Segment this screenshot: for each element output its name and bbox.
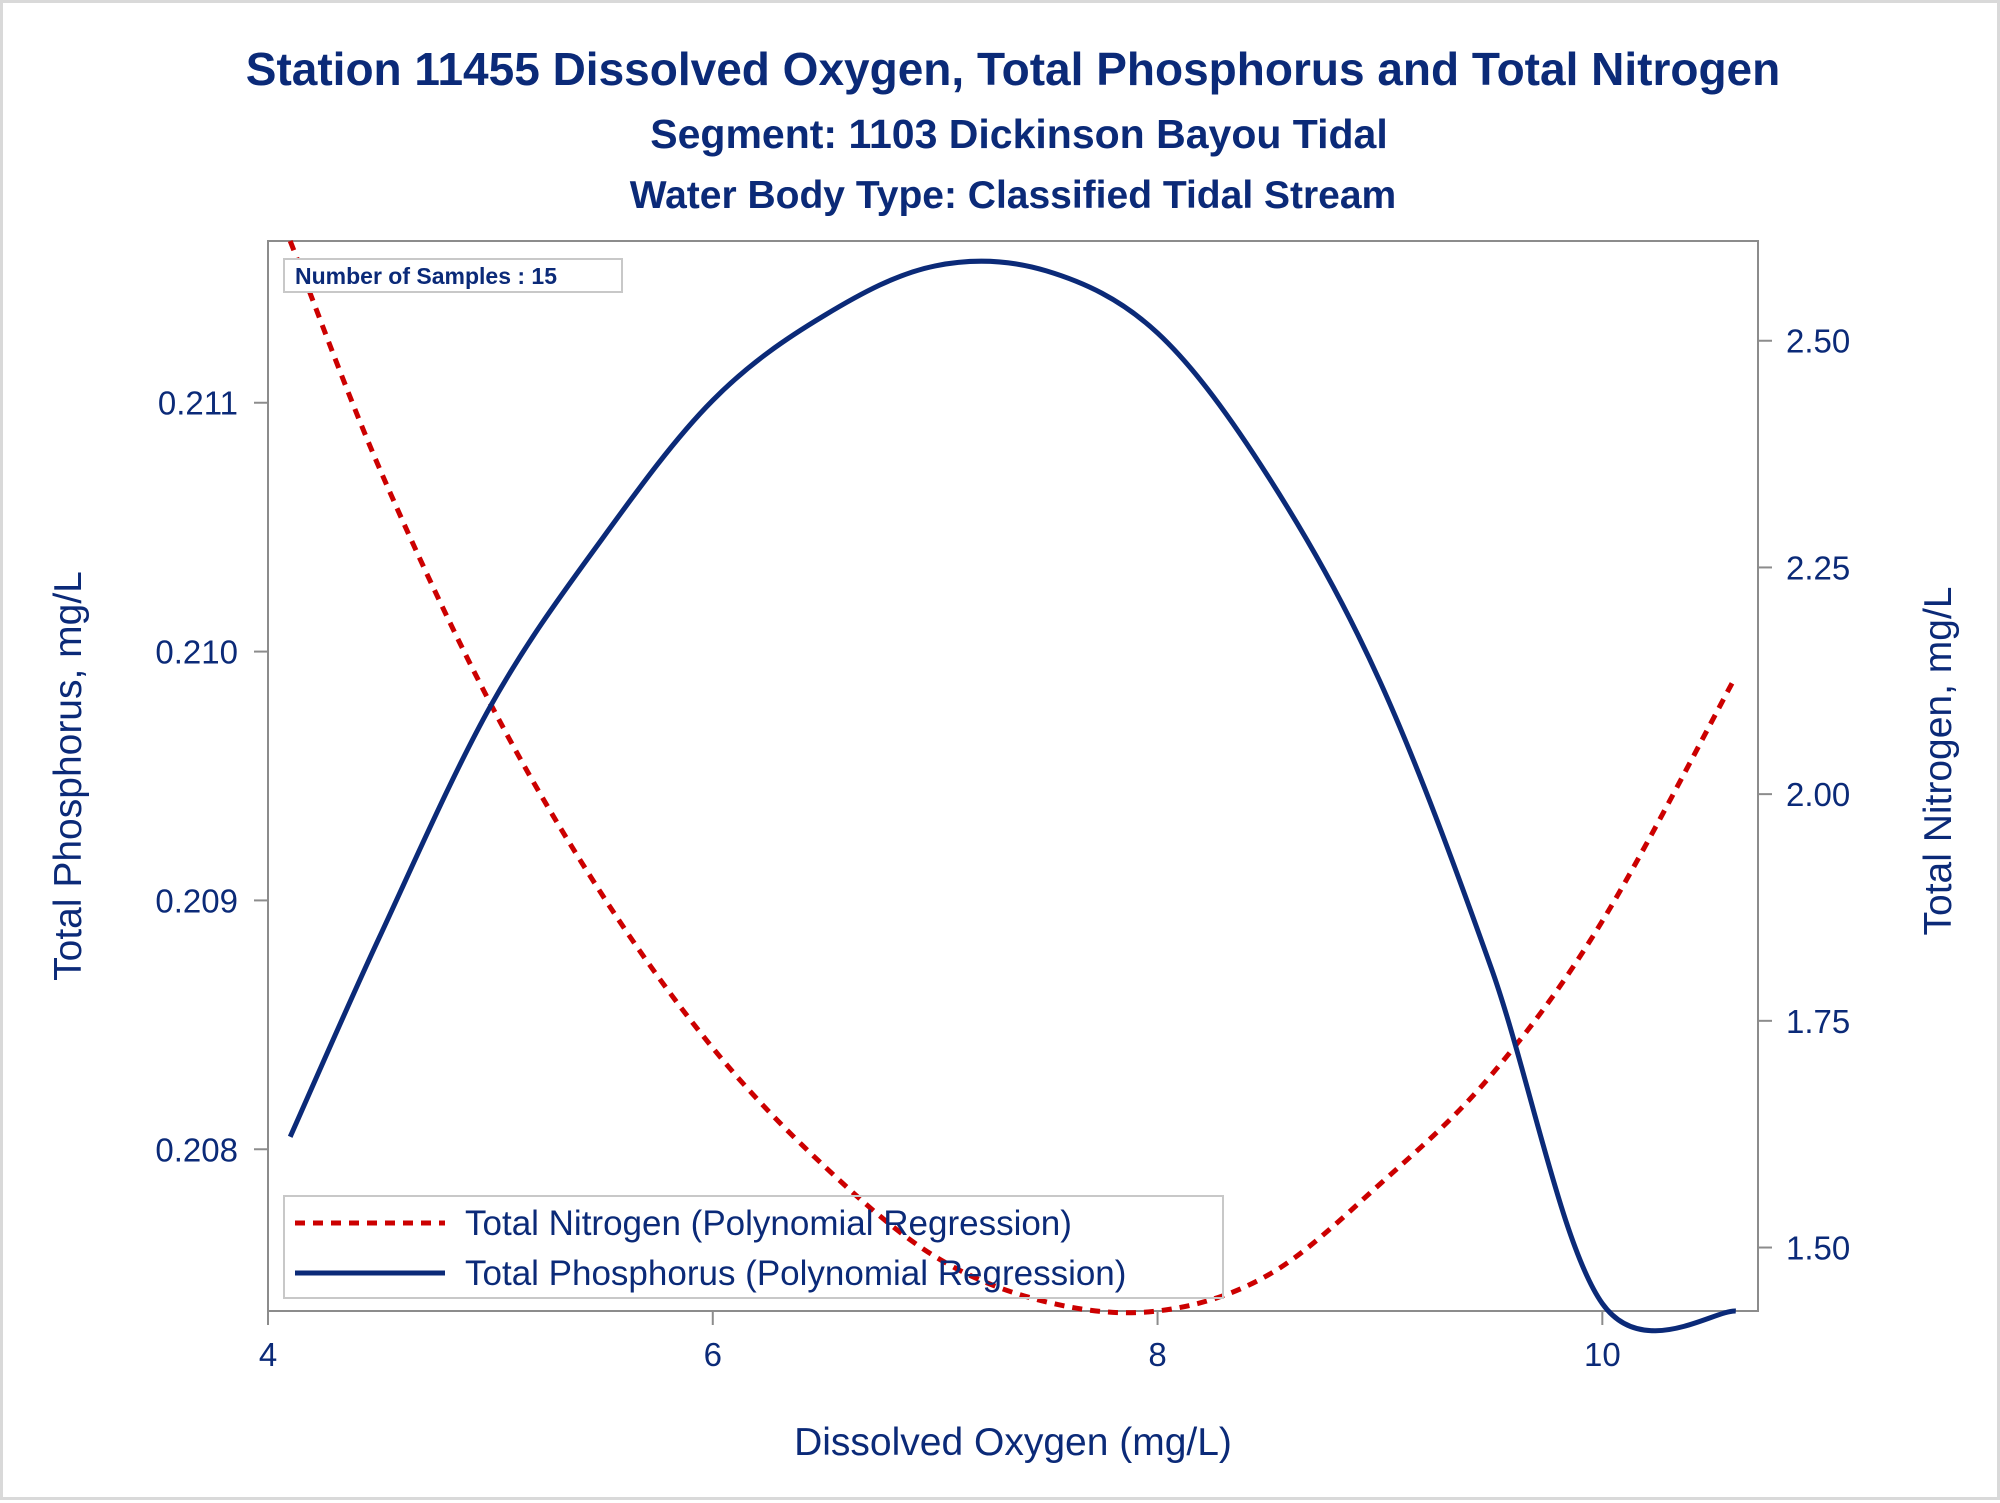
y-right-axis-label: Total Nitrogen, mg/L [1917, 586, 1960, 935]
plot-area [267, 240, 1759, 1312]
series-line-nitrogen [287, 240, 1738, 1316]
y-left-tick-label: 0.208 [155, 1131, 238, 1168]
legend-label-nitrogen: Total Nitrogen (Polynomial Regression) [465, 1204, 1072, 1243]
sample-count-note: Number of Samples : 15 [295, 263, 557, 289]
y-left-axis: 0.208 0.209 0.210 0.211 [155, 385, 268, 1168]
series-line-phosphorus [287, 258, 1736, 1334]
y-right-tick-label: 2.50 [1786, 323, 1850, 360]
chart-title: Station 11455 Dissolved Oxygen, Total Ph… [246, 43, 1780, 95]
y-left-axis-label: Total Phosphorus, mg/L [47, 571, 90, 981]
x-tick-label: 8 [1148, 1336, 1166, 1373]
chart-subtitle-2: Water Body Type: Classified Tidal Stream [630, 174, 1396, 217]
x-axis-label: Dissolved Oxygen (mg/L) [794, 1421, 1232, 1464]
x-tick-label: 6 [704, 1336, 722, 1373]
legend-box [283, 1195, 1224, 1299]
chart-svg: Station 11455 Dissolved Oxygen, Total Ph… [47, 43, 1960, 1464]
sample-count-box [283, 258, 623, 293]
y-left-tick-label: 0.210 [155, 634, 238, 671]
y-right-tick-label: 1.75 [1786, 1003, 1850, 1040]
legend-label-phosphorus: Total Phosphorus (Polynomial Regression) [465, 1254, 1126, 1293]
x-tick-label: 4 [259, 1336, 277, 1373]
x-tick-label: 10 [1584, 1336, 1621, 1373]
y-right-tick-label: 2.00 [1786, 776, 1850, 813]
y-left-tick-label: 0.211 [158, 385, 238, 422]
chart-subtitle: Segment: 1103 Dickinson Bayou Tidal [650, 111, 1387, 157]
y-right-tick-label: 2.25 [1786, 549, 1850, 586]
y-right-tick-label: 1.50 [1786, 1230, 1850, 1267]
y-left-tick-label: 0.209 [155, 882, 238, 919]
series-layer [287, 240, 1738, 1334]
x-axis: 4 6 8 10 [259, 1311, 1621, 1373]
y-right-axis: 1.50 1.75 2.00 2.25 2.50 [1758, 323, 1850, 1267]
